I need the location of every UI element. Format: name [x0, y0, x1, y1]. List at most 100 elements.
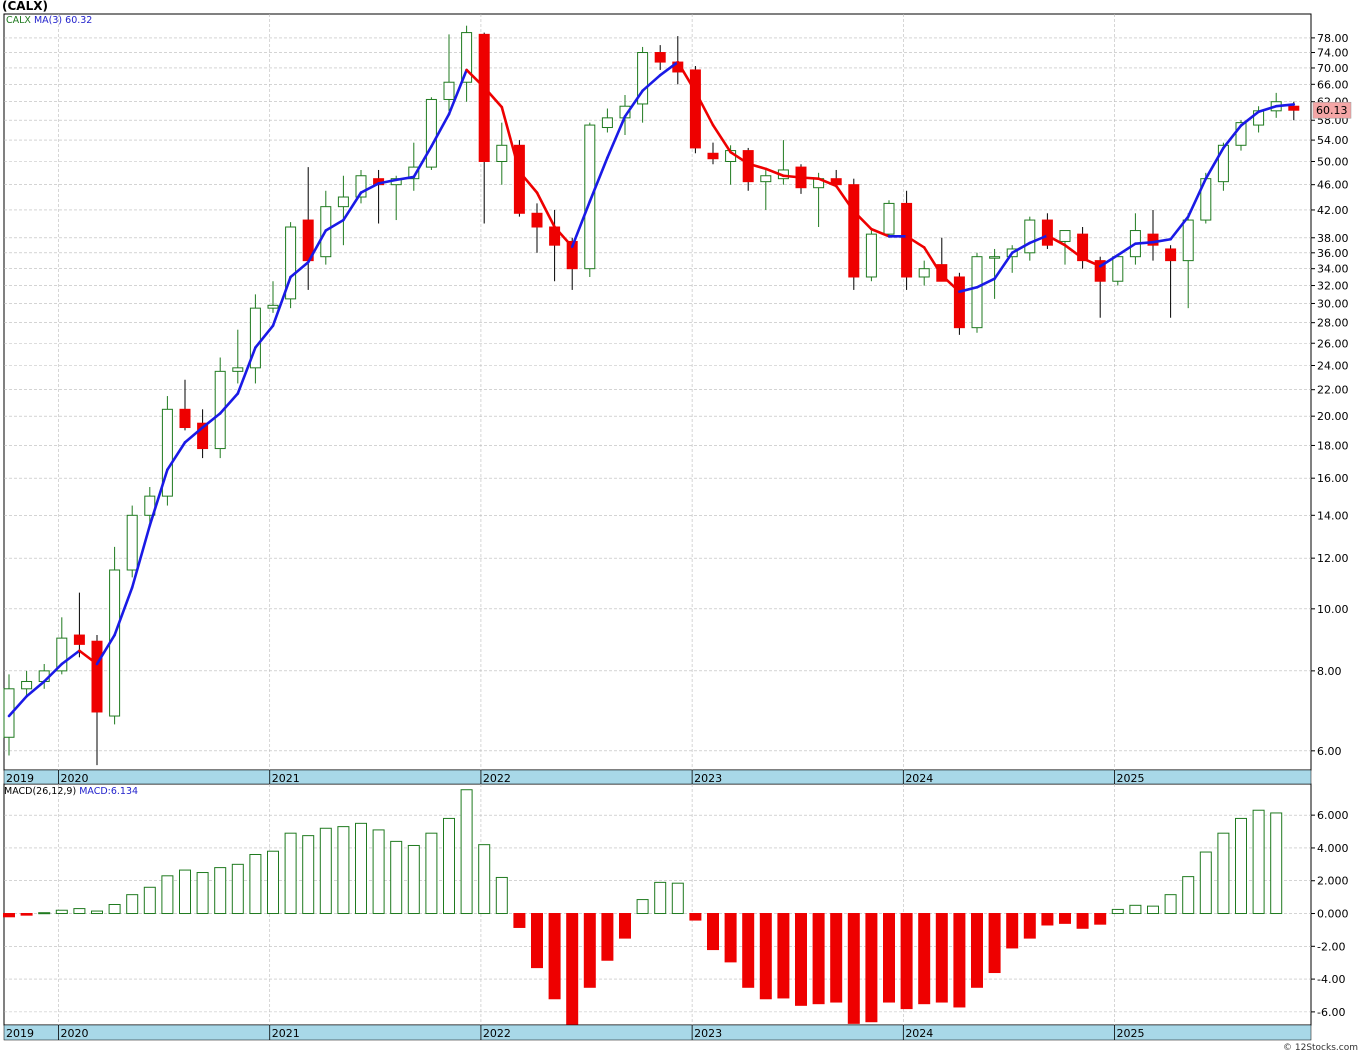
macd-bar	[531, 913, 543, 969]
x-label-top: 2022	[483, 772, 511, 785]
candle-body	[1147, 233, 1159, 246]
candle-body	[161, 408, 173, 497]
candle-body	[742, 150, 754, 183]
price-ytick-label: 22.00	[1317, 384, 1349, 397]
macd-ytick-label: -2.00	[1317, 940, 1345, 953]
candle-body	[707, 152, 719, 160]
ma-line-segment	[254, 324, 275, 349]
macd-bar	[847, 913, 860, 1024]
ma-line-segment	[166, 441, 187, 471]
ma-line-segment	[993, 251, 1014, 280]
macd-bar	[478, 844, 491, 915]
macd-bar	[390, 840, 403, 915]
price-ytick-label: 30.00	[1317, 297, 1349, 310]
x-label-bottom: 2023	[694, 1027, 722, 1040]
ma-line-segment	[1274, 103, 1296, 108]
price-ytick-label: 38.00	[1317, 232, 1349, 245]
x-label-bottom: 2022	[483, 1027, 511, 1040]
ma-line-segment	[764, 167, 785, 178]
candle-body	[760, 175, 772, 183]
macd-bar	[214, 867, 227, 915]
macd-bar	[1252, 809, 1265, 915]
macd-bar	[196, 872, 209, 915]
ma-line-segment	[641, 73, 662, 93]
macd-bar	[284, 832, 297, 915]
candle-body	[461, 32, 473, 83]
macd-bar	[179, 869, 191, 915]
x-label-top: 2021	[272, 772, 300, 785]
legend-ma-value: 60.32	[65, 15, 93, 26]
price-ytick-label: 8.00	[1317, 665, 1342, 678]
x-label-top: 2025	[1117, 772, 1145, 785]
macd-bar	[1023, 913, 1036, 939]
ma-line-segment	[183, 426, 204, 444]
candle-body	[73, 634, 85, 645]
ma-line-segment	[130, 524, 152, 589]
ma-line-segment	[676, 60, 697, 93]
macd-bar	[935, 913, 948, 1003]
price-ytick-label: 14.00	[1317, 509, 1349, 522]
candle-body	[953, 276, 965, 329]
price-panel	[3, 13, 1312, 771]
candle-body	[1288, 105, 1300, 111]
macd-bar	[302, 835, 315, 915]
macd-bar	[425, 832, 438, 915]
candle-body	[478, 33, 490, 162]
candle-body	[267, 304, 279, 309]
macd-bar	[1182, 876, 1195, 915]
candle-body	[989, 256, 1001, 259]
candle-body	[971, 256, 983, 329]
x-label-bottom: 2025	[1117, 1027, 1145, 1040]
ma-line-segment	[113, 586, 134, 637]
macd-bar	[601, 913, 614, 961]
price-ytick-label: 16.00	[1317, 472, 1349, 485]
ma-line-segment	[799, 176, 820, 180]
candle-body	[3, 688, 15, 738]
x-label-bottom: 2024	[905, 1027, 933, 1040]
x-axis-band-bottom	[3, 1024, 1312, 1041]
ma-line-segment	[430, 112, 451, 148]
price-ytick-label: 6.00	[1317, 745, 1342, 758]
macd-ytick-label: 4.000	[1317, 842, 1349, 855]
ma-line-segment	[218, 392, 240, 415]
macd-bar	[830, 913, 843, 1003]
ma-line-segment	[1134, 240, 1155, 245]
macd-bar	[724, 913, 737, 963]
candle-body	[443, 81, 455, 100]
chart-title: (CALX)	[2, 0, 48, 13]
macd-bar	[355, 822, 367, 915]
macd-ytick-label: -6.00	[1317, 1006, 1345, 1019]
ma-line-segment	[553, 225, 574, 248]
x-label-bottom: 2021	[272, 1027, 300, 1040]
ma-line-segment	[412, 145, 433, 179]
macd-bar	[636, 899, 649, 915]
macd-bar	[865, 913, 878, 1023]
macd-bar	[73, 908, 86, 915]
macd-bar	[883, 913, 895, 1003]
macd-bar	[460, 789, 473, 915]
ma-line-segment	[570, 200, 592, 248]
ma-line-segment	[465, 68, 486, 89]
macd-bar	[20, 913, 33, 916]
ma-line-segment	[1116, 242, 1137, 257]
ma-line-segment	[518, 170, 539, 194]
ma-line-segment	[852, 209, 873, 231]
candle-body	[848, 184, 860, 278]
macd-bar	[742, 913, 755, 988]
candle-body	[654, 52, 666, 63]
macd-bar	[918, 913, 931, 1005]
macd-bar	[988, 913, 1001, 974]
macd-bar	[3, 913, 15, 918]
price-ytick-label: 28.00	[1317, 317, 1349, 330]
macd-bar	[161, 875, 174, 915]
macd-ytick-label: 0.000	[1317, 908, 1349, 921]
candle-body	[883, 202, 895, 235]
macd-label: MACD(26,12,9)	[4, 786, 77, 797]
price-ytick-label: 42.00	[1317, 204, 1349, 217]
candle-body	[232, 367, 244, 372]
macd-bar	[1147, 905, 1159, 915]
ma-line-segment	[1169, 215, 1190, 241]
ma-line-segment	[922, 246, 944, 277]
macd-bar	[55, 909, 68, 915]
ma-line-segment	[1204, 146, 1225, 180]
